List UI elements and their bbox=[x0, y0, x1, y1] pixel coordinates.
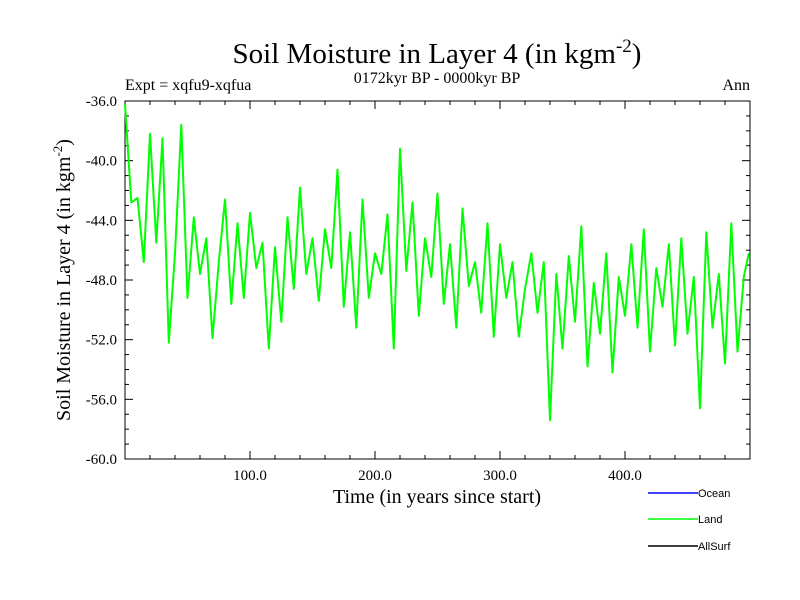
legend-label-ocean: Ocean bbox=[698, 488, 730, 500]
y-axis-label-end: ) bbox=[53, 139, 75, 146]
chart-title-sup: -2 bbox=[616, 36, 632, 57]
x-tick-label: 200.0 bbox=[358, 468, 392, 484]
y-tick-label: -56.0 bbox=[86, 392, 117, 408]
y-tick-label: -36.0 bbox=[86, 94, 117, 110]
y-tick-label: -44.0 bbox=[86, 213, 117, 229]
chart-subtitle: 0172kyr BP - 0000kyr BP bbox=[354, 70, 521, 87]
y-axis: -60.0 -56.0 -52.0 -48.0 -44.0 -40.0 -36.0 bbox=[86, 94, 750, 468]
chart-title-main: Soil Moisture in Layer 4 (in kgm bbox=[233, 38, 617, 70]
y-tick-label: -48.0 bbox=[86, 273, 117, 289]
chart-title: Soil Moisture in Layer 4 (in kgm-2) bbox=[233, 36, 642, 70]
x-tick-label: 300.0 bbox=[483, 468, 517, 484]
y-axis-label: Soil Moisture in Layer 4 (in kgm-2) bbox=[50, 139, 75, 421]
season-label: Ann bbox=[722, 77, 750, 94]
y-tick-label: -52.0 bbox=[86, 333, 117, 349]
legend-label-land: Land bbox=[698, 514, 722, 526]
legend: Ocean Land AllSurf bbox=[648, 488, 731, 553]
legend-item-ocean: Ocean bbox=[648, 488, 730, 500]
y-tick-label: -40.0 bbox=[86, 154, 117, 170]
chart-title-end: ) bbox=[632, 38, 642, 70]
legend-item-land: Land bbox=[648, 514, 722, 526]
legend-label-allsurf: AllSurf bbox=[698, 541, 731, 553]
y-tick-label: -60.0 bbox=[86, 452, 117, 468]
legend-item-allsurf: AllSurf bbox=[648, 541, 731, 553]
experiment-label: Expt = xqfu9-xqfua bbox=[125, 77, 251, 94]
x-axis: 100.0 200.0 300.0 400.0 bbox=[124, 101, 751, 484]
x-tick-label: 400.0 bbox=[608, 468, 642, 484]
y-axis-label-main: Soil Moisture in Layer 4 (in kgm bbox=[53, 156, 75, 421]
x-axis-label: Time (in years since start) bbox=[333, 486, 541, 508]
series-line-land bbox=[124, 103, 750, 422]
x-tick-label: 100.0 bbox=[233, 468, 267, 484]
y-axis-label-sup: -2 bbox=[50, 146, 65, 157]
